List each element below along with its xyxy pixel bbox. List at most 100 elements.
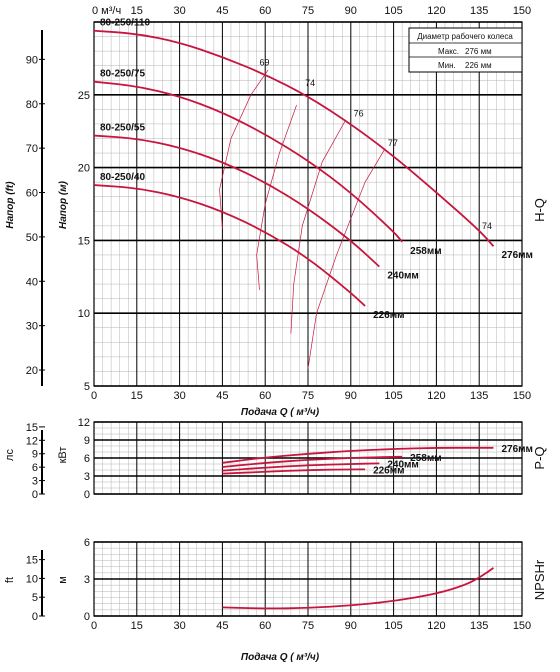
diameter-label: 276мм [501,250,532,261]
efficiency-label: 74 [305,78,315,88]
panel-side-label: P-Q [532,446,547,469]
secondary-axis-tick-label: 30 [26,321,38,333]
hq-curve [93,80,403,243]
top-axis-tick-label: 150 [513,5,531,17]
x-axis-tick-label: 135 [470,620,488,632]
y-axis-tick-label: 3 [84,471,90,483]
model-label: 80-250/55 [100,123,145,134]
top-axis-tick-label: 60 [259,5,271,17]
efficiency-label: 77 [388,138,398,148]
top-axis-tick-label: 105 [384,5,402,17]
top-axis-tick-label: 120 [427,5,445,17]
top-axis-tick-label: 15 [131,5,143,17]
top-axis-tick-label: 75 [302,5,314,17]
x-axis-tick-label: 120 [427,390,445,402]
y-axis-title-secondary: Напор (ft) [5,181,16,229]
model-label: 80-250/75 [100,69,145,80]
legend-min-label: Мин. [438,61,456,70]
legend-max-value: 276 мм [465,47,492,56]
secondary-axis-tick-label: 90 [26,54,38,66]
legend-title: Диаметр рабочего колеса [417,32,513,41]
y-axis-title: м [57,576,69,584]
top-axis-tick-label: 0 м³/ч [92,5,121,17]
y-axis-title: Напор (м) [58,180,69,229]
secondary-axis-tick-label: 15 [26,555,38,567]
x-axis-tick-label: 45 [216,390,228,402]
model-label: 80-250/40 [100,172,145,183]
secondary-axis-tick-label: 10 [26,573,38,585]
x-axis-tick-label: 135 [470,390,488,402]
y-axis-tick-label: 10 [78,308,90,320]
secondary-axis-tick-label: 3 [32,476,38,488]
plot-frame [93,541,523,617]
diameter-label: 226мм [373,310,404,321]
secondary-axis-tick-label: 15 [26,422,38,434]
secondary-axis-tick-label: 9 [32,449,38,461]
plot-frame [93,21,523,387]
y-axis-title: кВт [57,447,69,464]
panel-side-label: NPSHr [532,559,547,600]
efficiency-isoline [256,104,297,290]
efficiency-label: 69 [259,58,269,68]
secondary-axis-tick-label: 0 [32,611,38,623]
legend-max-label: Макс. [438,47,459,56]
x-axis-tick-label: 120 [427,620,445,632]
model-label: 80-250/110 [100,18,150,29]
x-axis-title: Подача Q ( м³/ч) [241,407,320,418]
diameter-label: 226мм [373,465,404,476]
secondary-axis-tick-label: 5 [32,592,38,604]
y-axis-tick-label: 20 [78,163,90,175]
top-axis-tick-label: 30 [173,5,185,17]
plot-frame [93,421,523,495]
secondary-axis-tick-label: 70 [26,143,38,155]
top-axis-tick-label: 45 [216,5,228,17]
efficiency-label: 76 [354,109,364,119]
efficiency-isoline [290,120,346,334]
efficiency-label: 74 [482,221,492,231]
x-axis-tick-label: 0 [91,620,97,632]
diameter-label: 276мм [501,444,532,455]
x-axis-tick-label: 105 [384,390,402,402]
secondary-axis-tick-label: 6 [32,462,38,474]
npsh-curve [222,567,494,610]
x-axis-tick-label: 150 [513,390,531,402]
x-axis-tick-label: 75 [302,390,314,402]
x-axis-tick-label: 60 [259,390,271,402]
y-axis-title-secondary: ft [4,577,16,583]
diameter-label: 240мм [387,459,418,470]
y-axis-tick-label: 0 [84,611,90,623]
pq-curve [222,462,380,472]
x-axis-tick-label: 90 [345,390,357,402]
y-axis-tick-label: 6 [84,453,90,465]
x-axis-tick-label: 45 [216,620,228,632]
hq-curve [93,184,366,307]
pq-curve [222,446,494,464]
hq-curve [93,134,380,268]
y-axis-tick-label: 15 [78,235,90,247]
diameter-label: 258мм [410,453,441,464]
x-axis-tick-label: 150 [513,620,531,632]
y-axis-tick-label: 5 [84,381,90,393]
secondary-axis-tick-label: 50 [26,232,38,244]
y-axis-tick-label: 25 [78,90,90,102]
legend-box [408,27,523,73]
y-axis-tick-label: 12 [78,417,90,429]
pq-curve [222,455,403,468]
x-axis-tick-label: 30 [173,390,185,402]
top-axis-tick-label: 90 [345,5,357,17]
secondary-axis-tick-label: 80 [26,99,38,111]
x-axis-tick-label: 15 [131,620,143,632]
x-axis-tick-label: 105 [384,620,402,632]
diameter-label: 240мм [387,271,418,282]
x-axis-title: Подача Q ( м³/ч) [241,652,320,663]
y-axis-title-secondary: лс [4,449,16,461]
panel-side-label: H-Q [532,198,547,222]
hq-curve [93,29,495,247]
y-axis-tick-label: 0 [84,489,90,501]
secondary-axis-tick-label: 12 [26,435,38,447]
y-axis-tick-label: 9 [84,435,90,447]
secondary-axis-tick-label: 20 [26,365,38,377]
x-axis-tick-label: 15 [131,390,143,402]
x-axis-tick-label: 90 [345,620,357,632]
